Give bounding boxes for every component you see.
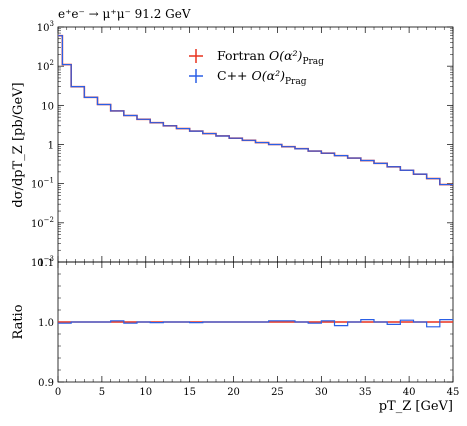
y-axis-label-ratio: Ratio xyxy=(11,304,26,339)
x-tick-label: 40 xyxy=(403,387,416,398)
histograms xyxy=(58,34,453,186)
chart-title: e⁺e⁻ → μ⁺μ⁻ 91.2 GeV xyxy=(58,7,191,21)
y-tick-labels-main: 103​ 102​ 10 1 10−1​ 10−2​ 10−3​ xyxy=(31,20,54,269)
ratio-lines xyxy=(58,319,453,328)
y-tick-label-main: 102​ xyxy=(37,59,54,73)
x-tick-labels: 0 5 10 15 20 25 30 35 40 45 xyxy=(55,387,460,398)
y-tick-label-main: 10−1​ xyxy=(31,177,54,191)
y-tick-label-main: 1 xyxy=(48,141,54,152)
y-tick-label-main: 10 xyxy=(41,101,54,112)
y-axis-label-main: dσ/dpT_Z [pb/GeV] xyxy=(11,82,26,207)
y-tick-label-main: 10−3​ xyxy=(31,255,54,269)
x-tick-label: 15 xyxy=(183,387,196,398)
y-tick-label-ratio: 0.9 xyxy=(38,378,54,389)
y-tick-label-main: 103​ xyxy=(37,20,54,34)
x-tick-label: 5 xyxy=(99,387,105,398)
y-tick-label-main: 10−2​ xyxy=(31,216,54,230)
x-tick-label: 20 xyxy=(227,387,240,398)
x-tick-label: 45 xyxy=(447,387,460,398)
y-tick-label-ratio: 1.0 xyxy=(38,318,54,329)
y-tick-label-ratio: 1.1 xyxy=(38,258,54,269)
legend-label: C++ O(α²)Prag xyxy=(217,68,307,87)
legend-label: Fortran O(α²)Prag xyxy=(217,48,324,67)
axis-ticks xyxy=(57,26,454,383)
y-tick-labels-ratio: 1.1 1.0 0.9 xyxy=(38,258,54,389)
x-tick-label: 35 xyxy=(359,387,372,398)
x-tick-label: 25 xyxy=(271,387,284,398)
x-tick-label: 10 xyxy=(139,387,152,398)
histogram-line-1 xyxy=(58,35,453,186)
x-axis-label: pT_Z [GeV] xyxy=(379,399,453,414)
ratio-line-1 xyxy=(58,319,453,328)
x-tick-label: 30 xyxy=(315,387,328,398)
x-tick-label: 0 xyxy=(55,387,61,398)
